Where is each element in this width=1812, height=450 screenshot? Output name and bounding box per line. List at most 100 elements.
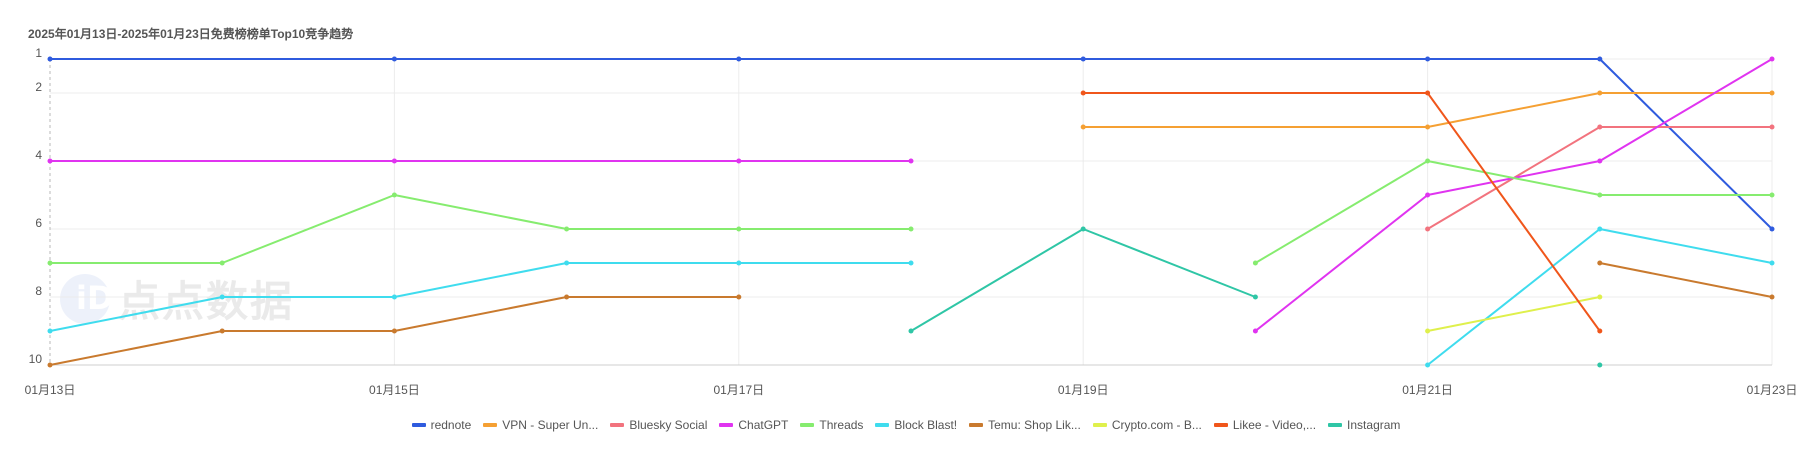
- data-point: [391, 158, 397, 164]
- legend-label: Block Blast!: [894, 418, 958, 432]
- data-point: [47, 362, 53, 368]
- x-tick-label: 01月23日: [1747, 383, 1798, 397]
- series-6: [47, 260, 1775, 368]
- data-point: [736, 226, 742, 232]
- x-tick-label: 01月21日: [1402, 383, 1453, 397]
- legend-swatch: [719, 423, 734, 427]
- y-tick-label: 4: [35, 148, 42, 162]
- legend-swatch: [1328, 423, 1343, 427]
- data-point: [1252, 260, 1258, 266]
- legend-swatch: [1213, 423, 1228, 427]
- data-point: [1425, 56, 1431, 62]
- series-2: [1425, 124, 1775, 232]
- series-line: [1254, 160, 1772, 264]
- data-point: [564, 226, 570, 232]
- series-3: [47, 56, 1775, 334]
- legend-swatch: [483, 423, 498, 427]
- axes: 1 2 4 6 8 10 01月13日 01月15日 01月17日 01月19日 01月21日 01月…: [25, 46, 1798, 397]
- data-point: [908, 328, 914, 334]
- series-0: [47, 56, 1775, 232]
- data-point: [47, 328, 53, 334]
- series-4: [47, 158, 1775, 266]
- legend-item[interactable]: Threads: [800, 418, 863, 432]
- legend-label: Bluesky Social: [629, 418, 708, 432]
- series-8: [1080, 90, 1603, 334]
- data-point: [1769, 124, 1775, 130]
- legend-swatch: [610, 423, 625, 427]
- data-point: [1597, 260, 1603, 266]
- data-point: [1769, 294, 1775, 300]
- legend-item[interactable]: Bluesky Social: [610, 418, 707, 432]
- data-point: [1769, 90, 1775, 96]
- legend-item[interactable]: Crypto.com - B...: [1092, 418, 1202, 432]
- legend-label: Likee - Video,...: [1232, 418, 1317, 432]
- legend-label: Crypto.com - B...: [1111, 418, 1202, 432]
- data-point: [1080, 124, 1086, 130]
- legend-item[interactable]: Likee - Video,...: [1213, 418, 1317, 432]
- data-point: [391, 294, 397, 300]
- data-point: [391, 328, 397, 334]
- data-point: [1597, 56, 1603, 62]
- series-line: [50, 194, 911, 264]
- data-point: [1425, 158, 1431, 164]
- legend-label: Threads: [819, 418, 864, 432]
- legend-swatch: [1092, 423, 1107, 427]
- data-point: [47, 260, 53, 266]
- x-tick-label: 01月19日: [1058, 383, 1109, 397]
- data-point: [219, 294, 225, 300]
- legend-swatch: [800, 423, 815, 427]
- data-point: [1425, 226, 1431, 232]
- data-point: [391, 56, 397, 62]
- data-point: [564, 260, 570, 266]
- data-point: [1425, 124, 1431, 130]
- series-9: [908, 226, 1603, 368]
- y-tick-label: 2: [35, 80, 42, 94]
- data-point: [1769, 56, 1775, 62]
- legend-item[interactable]: rednote: [411, 418, 471, 432]
- data-point: [1597, 226, 1603, 232]
- data-point: [1769, 226, 1775, 232]
- legend-swatch: [411, 423, 426, 427]
- series-lines: [47, 56, 1775, 368]
- data-point: [1425, 328, 1431, 334]
- data-point: [1597, 192, 1603, 198]
- y-tick-label: 1: [35, 46, 42, 60]
- data-point: [1597, 328, 1603, 334]
- series-7: [1425, 294, 1603, 334]
- legend-item[interactable]: Temu: Shop Lik...: [969, 418, 1081, 432]
- legend-item[interactable]: Instagram: [1328, 418, 1400, 432]
- series-line: [1427, 296, 1600, 332]
- data-point: [736, 294, 742, 300]
- x-tick-label: 01月13日: [25, 383, 76, 397]
- data-point: [391, 192, 397, 198]
- data-point: [1597, 294, 1603, 300]
- data-point: [1597, 124, 1603, 130]
- data-point: [1597, 362, 1603, 368]
- data-point: [1080, 226, 1086, 232]
- legend-item[interactable]: ChatGPT: [719, 418, 788, 432]
- data-point: [1252, 294, 1258, 300]
- legend-item[interactable]: Block Blast!: [875, 418, 957, 432]
- y-tick-label: 10: [29, 352, 43, 366]
- data-point: [736, 260, 742, 266]
- data-point: [219, 260, 225, 266]
- legend-item[interactable]: VPN - Super Un...: [483, 418, 598, 432]
- data-point: [1597, 90, 1603, 96]
- legend: rednote VPN - Super Un... Bluesky Social Ch…: [0, 418, 1812, 432]
- watermark-text: 点点数据: [118, 277, 295, 326]
- legend-label: ChatGPT: [738, 418, 789, 432]
- data-point: [1425, 90, 1431, 96]
- data-point: [736, 158, 742, 164]
- series-line: [1599, 262, 1773, 298]
- data-point: [1769, 192, 1775, 198]
- x-tick-label: 01月17日: [713, 383, 764, 397]
- data-point: [47, 56, 53, 62]
- x-tick-label: 01月15日: [369, 383, 420, 397]
- series-1: [1080, 90, 1775, 130]
- legend-swatch: [969, 423, 984, 427]
- series-line: [1083, 92, 1772, 128]
- data-point: [908, 260, 914, 266]
- line-chart: 1 2 4 6 8 10 01月13日 01月15日 01月17日 01月19日 01月21日 01月…: [25, 46, 1798, 397]
- data-point: [1080, 56, 1086, 62]
- series-line: [50, 58, 1773, 230]
